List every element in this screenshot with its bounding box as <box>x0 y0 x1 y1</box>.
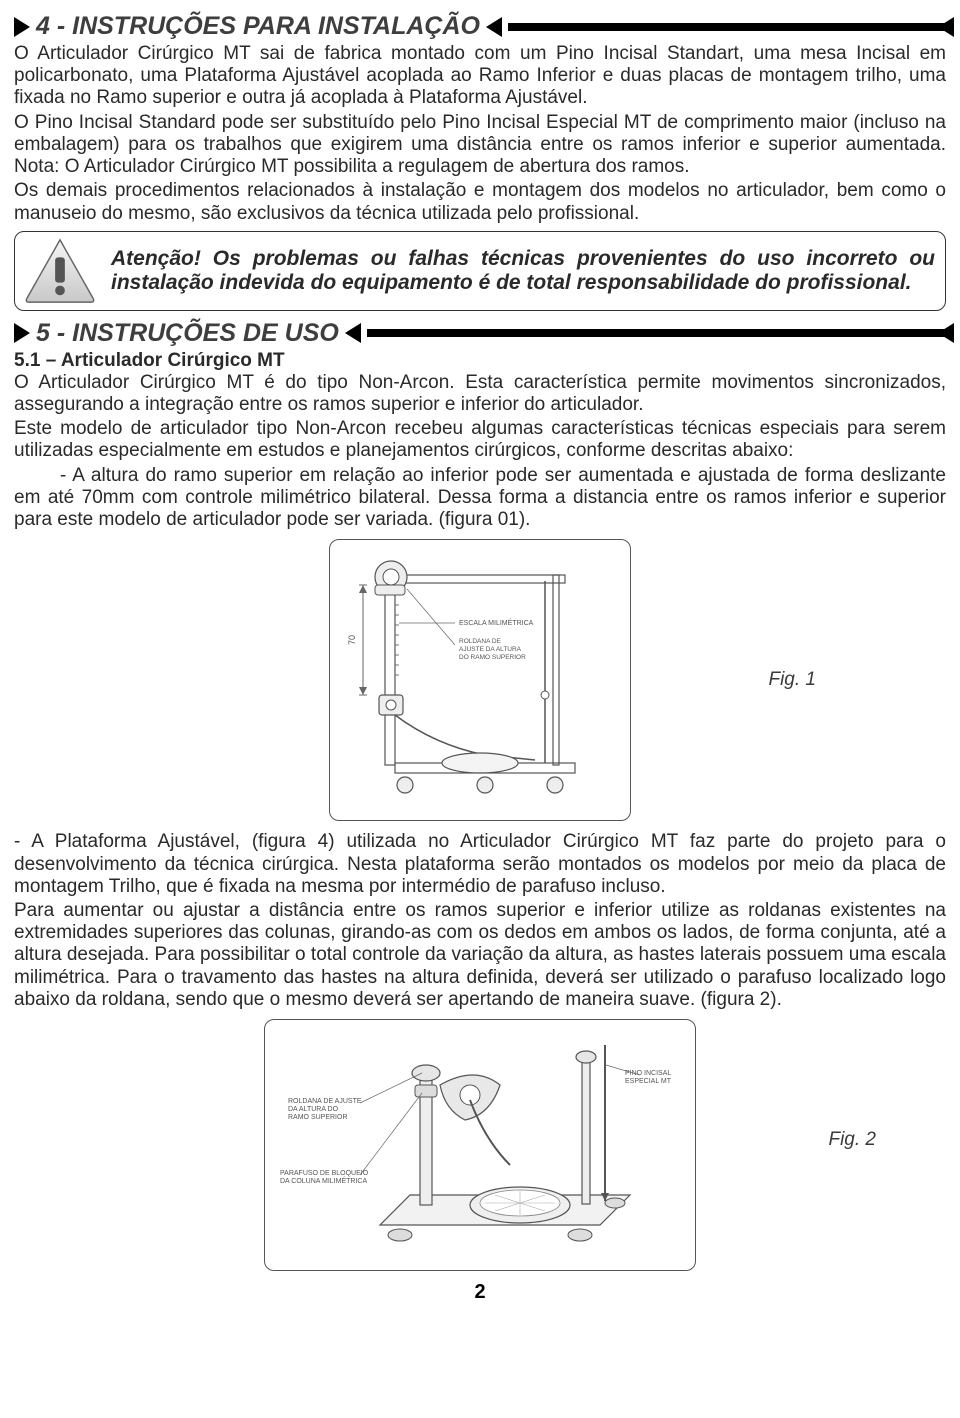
section-5-p1: O Articulador Cirúrgico MT é do tipo Non… <box>14 372 946 416</box>
triangle-left-icon <box>486 17 502 37</box>
section-4-p3: Os demais procedimentos relacionados à i… <box>14 180 946 224</box>
fig1-escala-label: ESCALA MILIMÉTRICA <box>459 618 534 627</box>
section-5-p3: - A altura do ramo superior em relação a… <box>14 465 946 532</box>
figure-2-wrap: ROLDANA DE AJUSTE DA ALTURA DO RAMO SUPE… <box>14 1019 946 1271</box>
section-5-p2: Este modelo de articulador tipo Non-Arco… <box>14 418 946 462</box>
section-5-bar <box>367 329 946 337</box>
figure-2-caption: Fig. 2 <box>828 1129 876 1151</box>
fig1-dim70: 70 <box>347 635 357 645</box>
section-5-p4: - A Plataforma Ajustável, (figura 4) uti… <box>14 831 946 898</box>
warning-text: Atenção! Os problemas ou falhas técnicas… <box>111 247 935 295</box>
triangle-right-icon <box>14 323 30 343</box>
warning-box: Atenção! Os problemas ou falhas técnicas… <box>14 231 946 311</box>
page-number: 2 <box>14 1281 946 1304</box>
section-4-bar <box>508 23 946 31</box>
section-4-p1: O Articulador Cirúrgico MT sai de fabric… <box>14 43 946 110</box>
page: 4 - INSTRUÇÕES PARA INSTALAÇÃO O Articul… <box>0 0 960 1324</box>
fig2-roldana-label: ROLDANA DE AJUSTE DA ALTURA DO RAMO SUPE… <box>288 1098 363 1121</box>
figure-1-box: 70 <box>329 539 631 821</box>
figure-1-wrap: 70 <box>14 539 946 821</box>
triangle-right-icon <box>14 17 30 37</box>
figure-1-diagram: 70 <box>335 545 625 815</box>
section-5-sub1: 5.1 – Articulador Cirúrgico MT <box>14 350 946 372</box>
warning-icon <box>21 236 99 306</box>
section-4-title: 4 - INSTRUÇÕES PARA INSTALAÇÃO <box>36 12 480 41</box>
figure-2-diagram: ROLDANA DE AJUSTE DA ALTURA DO RAMO SUPE… <box>270 1025 690 1265</box>
fig2-parafuso-label: PARAFUSO DE BLOQUEIO DA COLUNA MILIMÉTRI… <box>280 1170 370 1185</box>
fig2-pino-label: PINO INCISAL ESPECIAL MT <box>625 1070 673 1085</box>
section-5-header: 5 - INSTRUÇÕES DE USO <box>14 319 946 348</box>
section-5-p5: Para aumentar ou ajustar a distância ent… <box>14 900 946 1011</box>
fig1-roldana-label: ROLDANA DE AJUSTE DA ALTURA DO RAMO SUPE… <box>459 638 526 661</box>
section-4-p2: O Pino Incisal Standard pode ser substit… <box>14 112 946 179</box>
figure-2-box: ROLDANA DE AJUSTE DA ALTURA DO RAMO SUPE… <box>264 1019 696 1271</box>
triangle-left-icon <box>345 323 361 343</box>
figure-1-caption: Fig. 1 <box>768 669 816 691</box>
section-5-title: 5 - INSTRUÇÕES DE USO <box>36 319 339 348</box>
section-4-header: 4 - INSTRUÇÕES PARA INSTALAÇÃO <box>14 12 946 41</box>
